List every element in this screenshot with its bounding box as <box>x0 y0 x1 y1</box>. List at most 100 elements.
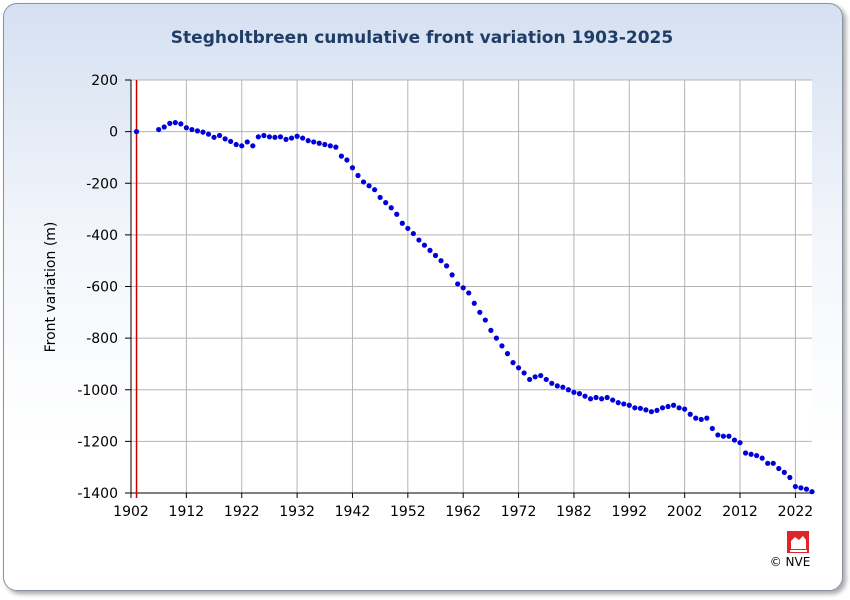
data-point <box>587 396 594 402</box>
data-point <box>610 397 616 403</box>
data-point <box>693 415 699 421</box>
data-point <box>621 401 627 407</box>
data-point <box>322 141 328 148</box>
data-point <box>172 119 178 126</box>
data-point <box>643 407 649 413</box>
data-point <box>527 376 533 383</box>
data-point <box>698 416 704 423</box>
data-point <box>515 365 522 371</box>
data-point <box>161 124 167 130</box>
data-point <box>571 389 577 395</box>
data-point <box>194 128 201 134</box>
data-point <box>133 129 140 135</box>
y-tick-label: 0 <box>109 125 118 141</box>
data-point <box>731 437 738 443</box>
data-point <box>687 411 693 417</box>
data-point <box>648 409 655 415</box>
data-point <box>565 387 571 393</box>
data-point <box>776 465 782 472</box>
data-point <box>200 129 206 135</box>
data-point <box>737 440 743 446</box>
data-point <box>659 405 666 411</box>
data-point <box>205 131 212 137</box>
data-point <box>283 136 289 142</box>
y-tick-label: -400 <box>86 228 118 244</box>
y-tick-label: -1200 <box>77 434 118 450</box>
x-tick-label: 1932 <box>279 504 315 520</box>
data-point <box>510 360 516 366</box>
data-point <box>455 281 461 287</box>
data-point <box>604 394 610 401</box>
data-point <box>626 402 632 408</box>
data-point <box>632 405 638 411</box>
data-point <box>637 405 643 411</box>
x-tick-label: 1922 <box>224 504 260 520</box>
data-point <box>704 415 710 421</box>
data-points <box>133 119 815 495</box>
data-point <box>670 402 677 408</box>
data-point <box>305 138 311 144</box>
data-point <box>377 194 383 201</box>
chart-title: Stegholtbreen cumulative front variation… <box>171 28 673 48</box>
data-point <box>471 300 477 306</box>
data-point <box>405 225 411 232</box>
data-point <box>654 407 660 413</box>
data-point <box>432 252 439 259</box>
data-point <box>792 483 798 490</box>
data-point <box>560 384 566 390</box>
data-point <box>438 258 444 264</box>
data-point <box>477 309 483 315</box>
data-point <box>388 205 394 211</box>
y-axis-label: Front variation (m) <box>43 222 59 353</box>
nve-logo-icon <box>787 531 809 553</box>
data-point <box>781 469 787 475</box>
data-point <box>300 135 306 141</box>
data-point <box>427 247 433 253</box>
data-point <box>521 370 527 376</box>
x-tick-label: 2002 <box>667 504 703 520</box>
data-point <box>709 425 715 432</box>
data-point <box>272 134 278 140</box>
data-point <box>715 432 721 438</box>
data-point <box>549 380 555 386</box>
x-tick-label: 1972 <box>501 504 537 520</box>
axes <box>125 79 812 498</box>
data-point <box>754 452 760 459</box>
data-point <box>798 485 804 491</box>
data-point <box>294 133 300 139</box>
x-tick-label: 1942 <box>335 504 371 520</box>
y-tick-label: -800 <box>86 331 118 347</box>
data-point <box>277 134 284 140</box>
data-point <box>333 144 339 150</box>
data-point <box>532 374 538 380</box>
data-point <box>233 141 239 148</box>
data-point <box>311 139 317 145</box>
data-point <box>216 132 223 139</box>
x-tick-label: 1962 <box>445 504 481 520</box>
data-point <box>178 121 184 127</box>
data-point <box>360 179 367 185</box>
data-point <box>538 372 544 379</box>
data-point <box>344 157 350 163</box>
data-point <box>443 263 450 269</box>
data-point <box>593 394 599 401</box>
data-point <box>803 486 810 492</box>
y-tick-label: -1400 <box>77 486 118 502</box>
data-point <box>167 120 173 126</box>
data-point <box>355 172 361 179</box>
data-point <box>582 393 588 399</box>
data-point <box>759 455 765 461</box>
data-point <box>211 134 217 140</box>
data-point <box>416 237 422 243</box>
x-tick-label: 2022 <box>778 504 814 520</box>
data-point <box>366 183 372 189</box>
data-point <box>338 153 344 159</box>
data-point <box>682 406 688 412</box>
y-tick-labels: 200 0 -200 -400 -600 -800 -1000 -1200 -1400 <box>77 73 118 502</box>
data-point <box>770 460 776 466</box>
y-tick-label: -200 <box>86 176 118 192</box>
data-point <box>787 474 793 481</box>
data-point <box>421 242 428 248</box>
x-tick-label: 1952 <box>390 504 426 520</box>
